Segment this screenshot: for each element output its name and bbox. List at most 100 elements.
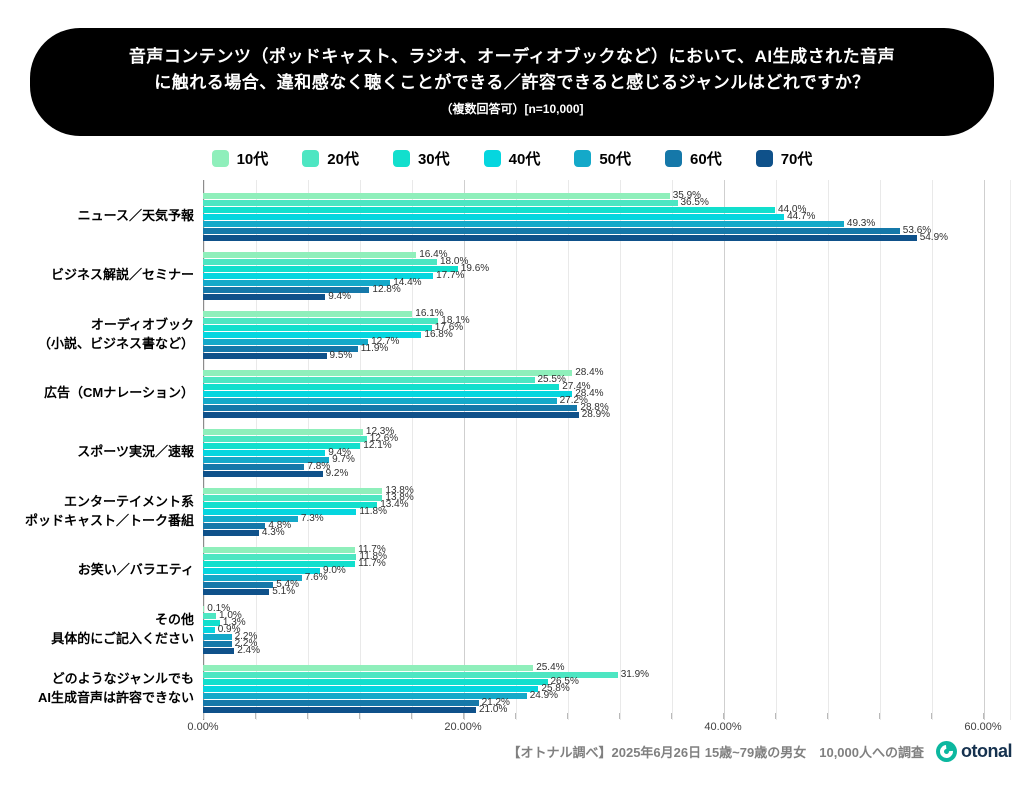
bar-70代 (203, 293, 326, 300)
bar-value-label: 24.9% (529, 689, 559, 701)
bar-10代 (203, 428, 363, 435)
bar-10代 (203, 310, 413, 317)
bar-value-label: 11.9% (360, 342, 389, 354)
bar-value-label: 0.1% (207, 602, 231, 614)
legend-swatch (211, 149, 229, 167)
category-label: ニュース／天気予報 (77, 208, 194, 224)
bar-value-label: 53.6% (902, 224, 932, 236)
x-axis-label: 0.00% (187, 721, 219, 733)
bar-50代 (203, 279, 391, 286)
bar-value-label: 4.8% (268, 519, 292, 531)
bar-10代 (203, 605, 205, 612)
bar-value-label: 14.4% (393, 276, 422, 288)
bar-value-label: 13.4% (380, 498, 409, 510)
bar-20代 (203, 671, 618, 678)
legend-item-20代: 20代 (302, 148, 359, 169)
bar-70代 (203, 234, 917, 241)
bar-20代 (203, 317, 439, 324)
bar-40代 (203, 449, 326, 456)
bar-40代 (203, 390, 573, 397)
category-row: オーディオブック （小説、ビジネス書など） 16.1% 18.1% 17.6% 16.8%… (0, 308, 1024, 360)
title-line-2: に触れる場合、違和感なく聴くことができる／許容できると感じるジャンルはどれですか… (154, 73, 870, 93)
bar-value-label: 11.8% (359, 550, 388, 562)
title-note: （複数回答可）[n=10,000] (440, 101, 584, 116)
bar-value-label: 19.6% (460, 262, 490, 274)
bar-40代 (203, 626, 215, 633)
bar-30代 (203, 560, 356, 567)
bar-60代 (203, 699, 479, 706)
bar-value-label: 26.5% (550, 675, 579, 687)
bar-value-label: 5.1% (272, 585, 296, 597)
bar-50代 (203, 338, 369, 345)
bar-30代 (203, 206, 775, 213)
bar-30代 (203, 501, 378, 508)
bar-30代 (203, 265, 458, 272)
legend-swatch (755, 149, 773, 167)
bar-value-label: 9.4% (328, 290, 351, 302)
category-row: 広告（CMナレーション） 28.4% 25.5% 27.4% 28.4% 27.2% 28.… (0, 366, 1024, 419)
bar-20代 (203, 199, 678, 206)
bar-value-label: 7.3% (300, 512, 324, 524)
legend-item-70代: 70代 (755, 148, 813, 169)
legend-label: 60代 (690, 150, 722, 168)
category-label: その他 具体的にご記入ください (51, 612, 194, 646)
bar-40代 (203, 272, 434, 279)
x-axis-label: 60.00% (964, 721, 1002, 733)
legend-label: 70代 (780, 150, 813, 168)
category-row: お笑い／バラエティ 11.7% 11.8% 11.7% 9.0% 7.6% 5.4% 5.1% (0, 544, 1024, 597)
x-axis-label: 40.00% (704, 721, 742, 733)
bar-50代 (203, 397, 557, 404)
category-bars: 0.1% 1.0% 1.3% 0.9% 2.2% 2.2% 2.4% (203, 602, 1009, 655)
bar-30代 (203, 678, 548, 685)
bar-10代 (203, 664, 534, 671)
bar-value-label: 12.1% (363, 439, 392, 451)
legend-swatch (574, 149, 592, 167)
bar-value-label: 28.4% (575, 366, 604, 378)
bar-20代 (203, 435, 367, 442)
bar-20代 (203, 612, 216, 619)
bar-value-label: 12.3% (365, 425, 395, 437)
bar-value-label: 7.8% (307, 460, 331, 472)
bar-value-label: 49.3% (846, 217, 876, 229)
bar-value-label: 11.8% (359, 505, 388, 517)
bar-20代 (203, 376, 535, 383)
bar-value-label: 5.4% (276, 578, 299, 590)
legend-swatch (302, 149, 320, 167)
bar-60代 (203, 640, 232, 647)
bar-40代 (203, 685, 539, 692)
bar-value-label: 25.4% (536, 661, 565, 673)
bar-value-label: 13.8% (385, 484, 414, 496)
bar-10代 (203, 192, 670, 199)
bar-value-label: 9.0% (323, 564, 346, 576)
x-axis-ticks (203, 713, 984, 719)
category-bars: 11.7% 11.8% 11.7% 9.0% 7.6% 5.4% 5.1% (203, 544, 1009, 597)
bar-value-label: 9.2% (325, 467, 349, 479)
bar-value-label: 54.9% (919, 231, 949, 243)
bar-10代 (203, 487, 383, 494)
bar-50代 (203, 456, 330, 463)
bar-30代 (203, 383, 560, 390)
bar-value-label: 12.6% (369, 432, 399, 444)
survey-question-title: 音声コンテンツ（ポッドキャスト、ラジオ、オーディオブックなど）において、AI生成… (30, 28, 994, 136)
bar-value-label: 18.0% (440, 255, 469, 267)
bar-value-label: 36.5% (680, 196, 709, 208)
bar-70代 (203, 470, 323, 477)
bar-value-label: 27.2% (559, 394, 588, 406)
category-bars: 35.9% 36.5% 44.0% 44.7% 49.3% 53.6% 54.9% (203, 190, 1009, 243)
bar-20代 (203, 553, 357, 560)
bar-value-label: 16.4% (419, 248, 448, 260)
legend-label: 40代 (508, 150, 541, 168)
bar-value-label: 44.0% (778, 203, 807, 215)
category-label: オーディオブック （小説、ビジネス書など） (37, 317, 194, 351)
bar-value-label: 28.4% (575, 387, 604, 399)
category-row: どのようなジャンルでも AI生成音声は許容できない 25.4% 31.9% 26.5% 2… (0, 661, 1024, 714)
bar-10代 (203, 369, 573, 376)
x-axis-label: 20.00% (444, 721, 482, 733)
category-bars: 16.1% 18.1% 17.6% 16.8% 12.7% 11.9% 9.5% (203, 308, 1009, 360)
category-label: 広告（CMナレーション） (44, 385, 194, 401)
footer: 【オトナル調べ】2025年6月26日 15歳~79歳の男女 10,000人への調… (0, 741, 1024, 762)
category-bars: 16.4% 18.0% 19.6% 17.7% 14.4% 12.8% 9.4% (203, 248, 1009, 302)
category-row: ビジネス解説／セミナー 16.4% 18.0% 19.6% 17.7% 14.4% 12.8… (0, 248, 1024, 302)
bar-value-label: 13.8% (385, 491, 414, 503)
bar-value-label: 11.7% (358, 557, 386, 569)
